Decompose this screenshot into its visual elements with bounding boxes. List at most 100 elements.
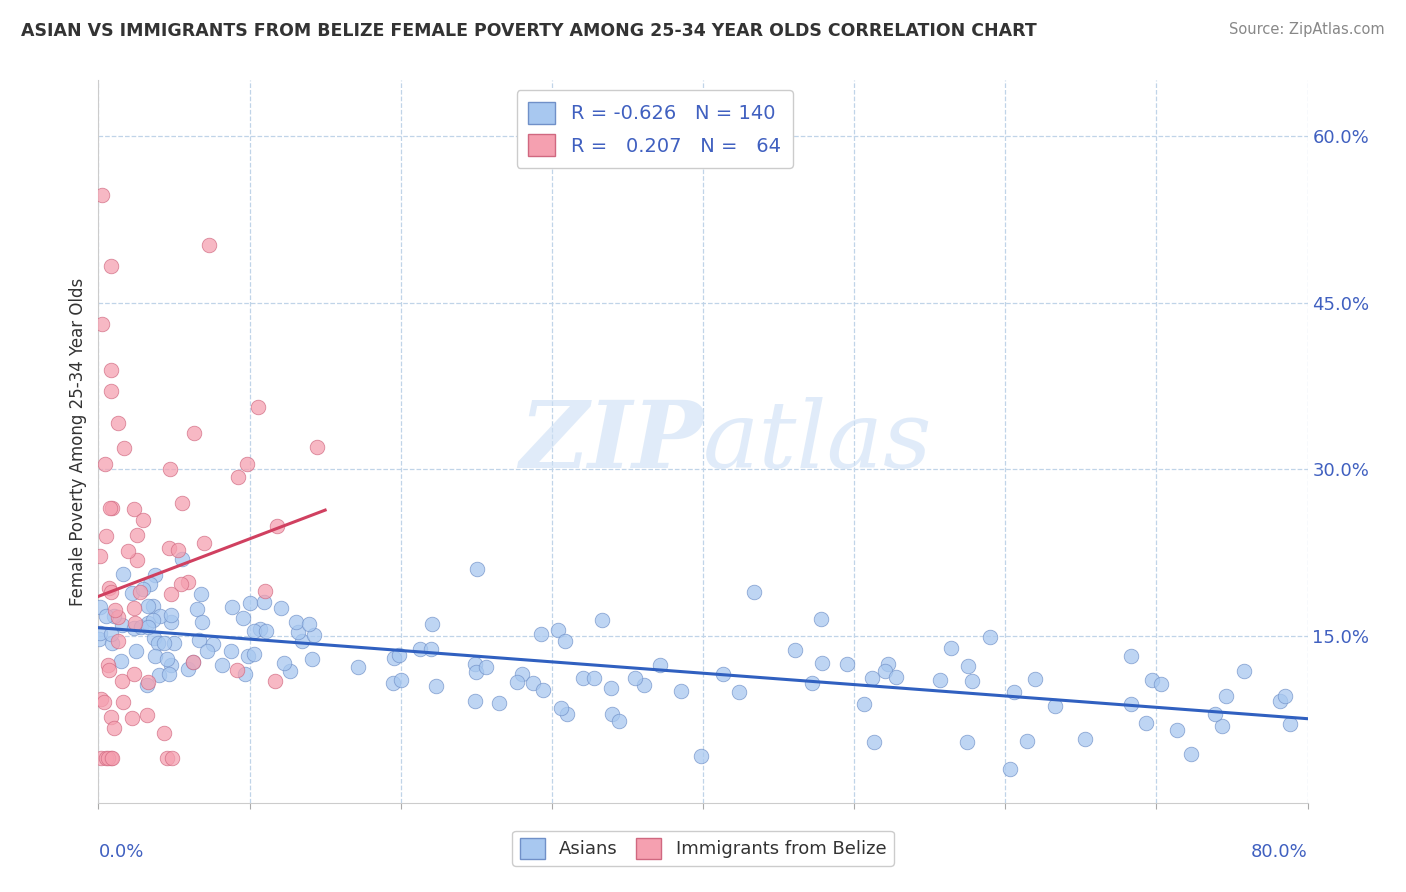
Point (127, 553, 149, 567)
Point (249, 622, 271, 636)
Point (156, 652, 179, 666)
Point (1119, 697, 1142, 711)
Point (157, 667, 180, 681)
Point (346, 660, 368, 674)
Text: 0.0%: 0.0% (98, 843, 143, 861)
Point (242, 624, 264, 639)
Point (124, 502, 146, 516)
Point (103, 609, 125, 624)
Point (1204, 706, 1226, 721)
Point (170, 576, 193, 591)
Point (132, 582, 155, 597)
Point (648, 658, 671, 673)
Point (853, 697, 876, 711)
Point (97, 663, 120, 677)
Point (388, 648, 411, 662)
Point (170, 496, 193, 510)
Point (122, 666, 145, 681)
Point (226, 470, 249, 484)
Point (160, 608, 183, 623)
Point (1135, 715, 1157, 730)
Point (304, 627, 326, 641)
Point (801, 675, 824, 690)
Point (112, 695, 135, 709)
Point (1150, 677, 1173, 691)
Point (522, 676, 544, 690)
Point (607, 714, 630, 729)
Point (112, 566, 135, 581)
Point (550, 701, 572, 715)
Point (690, 749, 713, 764)
Text: atlas: atlas (703, 397, 932, 486)
Text: Source: ZipAtlas.com: Source: ZipAtlas.com (1229, 22, 1385, 37)
Point (117, 544, 139, 558)
Point (136, 675, 159, 690)
Point (122, 621, 145, 635)
Point (219, 644, 242, 658)
Point (143, 648, 166, 663)
Text: ZIP: ZIP (519, 397, 703, 486)
Point (138, 577, 160, 591)
Point (236, 458, 259, 472)
Y-axis label: Female Poverty Among 25-34 Year Olds: Female Poverty Among 25-34 Year Olds (69, 277, 87, 606)
Point (1119, 648, 1142, 663)
Text: 80.0%: 80.0% (1251, 843, 1308, 861)
Point (860, 671, 883, 685)
Point (547, 623, 569, 637)
Point (153, 636, 176, 650)
Point (1002, 685, 1025, 699)
Point (960, 673, 983, 688)
Point (160, 658, 183, 673)
Point (928, 673, 950, 688)
Point (107, 416, 129, 430)
Point (148, 636, 170, 650)
Point (572, 671, 595, 685)
Point (298, 617, 321, 632)
Point (884, 670, 907, 684)
Point (181, 655, 204, 669)
Point (464, 657, 486, 672)
Point (510, 667, 533, 681)
Point (97, 658, 120, 673)
Point (409, 642, 432, 657)
Point (142, 599, 165, 613)
Point (100, 751, 122, 765)
Point (591, 613, 613, 627)
Point (97, 581, 120, 595)
Point (181, 655, 204, 669)
Point (89, 549, 111, 564)
Point (1233, 664, 1256, 678)
Point (243, 648, 266, 662)
Point (94, 528, 117, 542)
Point (101, 500, 124, 515)
Point (247, 400, 270, 414)
Point (124, 601, 146, 615)
Point (148, 667, 170, 681)
Point (96, 751, 118, 765)
Point (112, 442, 135, 456)
Point (1278, 716, 1301, 731)
Point (420, 642, 443, 657)
Point (1017, 734, 1039, 748)
Point (136, 708, 159, 723)
Point (530, 626, 553, 640)
Point (90, 187, 112, 202)
Point (94, 458, 117, 472)
Point (239, 596, 262, 610)
Point (1074, 731, 1097, 746)
Point (266, 518, 288, 533)
Point (131, 513, 153, 527)
Point (837, 657, 859, 671)
Point (475, 660, 498, 674)
Point (190, 587, 212, 601)
Point (221, 600, 243, 615)
Point (254, 584, 277, 599)
Point (211, 657, 233, 672)
Point (582, 671, 605, 685)
Point (193, 536, 215, 550)
Point (877, 657, 900, 672)
Point (624, 671, 647, 685)
Point (287, 625, 309, 640)
Point (425, 679, 447, 693)
Point (810, 612, 832, 626)
